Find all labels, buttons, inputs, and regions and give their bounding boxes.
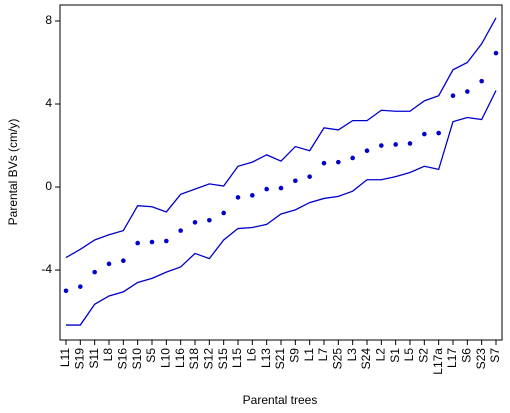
point <box>493 50 499 56</box>
point <box>278 185 284 191</box>
point <box>350 155 355 161</box>
x-tick-label: L16 <box>173 348 187 368</box>
y-tick-label: 0 <box>45 179 52 193</box>
x-tick-label: S24 <box>359 348 373 370</box>
bound-line <box>66 90 497 326</box>
x-tick-label: S6 <box>460 348 474 363</box>
point <box>92 269 97 275</box>
x-tick-label: L15 <box>230 348 244 368</box>
x-tick-label: L2 <box>374 348 388 362</box>
x-tick-label: L17a <box>431 348 445 375</box>
point <box>364 148 370 154</box>
point <box>135 240 140 246</box>
x-tick-label: S2 <box>417 348 431 363</box>
x-tick-label: S16 <box>116 348 130 370</box>
x-tick-label: S21 <box>273 348 287 370</box>
point <box>121 258 126 264</box>
x-tick-label: S12 <box>202 348 216 370</box>
point <box>321 160 327 166</box>
point <box>221 210 226 216</box>
point <box>178 228 183 233</box>
x-tick-label: S19 <box>73 348 87 370</box>
point <box>422 131 427 137</box>
point <box>192 220 198 225</box>
y-axis-label: Parental BVs (cm/y) <box>6 119 20 226</box>
x-tick-label: S7 <box>488 348 502 363</box>
point <box>336 159 341 165</box>
point <box>63 288 69 294</box>
point <box>164 238 169 244</box>
x-tick-label: L3 <box>345 348 359 362</box>
x-tick-label: S10 <box>130 348 144 370</box>
x-tick-label: S15 <box>216 348 230 370</box>
point <box>250 193 255 198</box>
point <box>293 178 298 184</box>
point <box>393 142 398 147</box>
point <box>149 239 155 245</box>
y-tick-label: -4 <box>41 262 52 276</box>
x-tick-label: L13 <box>259 348 273 368</box>
point <box>106 261 112 267</box>
x-tick-label: S5 <box>144 348 158 363</box>
x-tick-label: S23 <box>474 348 488 370</box>
point <box>479 78 484 84</box>
x-tick-label: L10 <box>159 348 173 368</box>
x-tick-label: L6 <box>245 348 259 362</box>
x-tick-label: S1 <box>388 348 402 363</box>
point <box>465 89 470 94</box>
point <box>307 174 312 179</box>
x-tick-label: L1 <box>302 348 316 362</box>
point <box>436 130 441 136</box>
x-tick-label: L11 <box>58 348 72 367</box>
x-tick-label: S9 <box>288 348 302 363</box>
x-tick-label: S25 <box>331 348 345 370</box>
bound-line <box>65 17 497 259</box>
point <box>78 284 83 289</box>
point <box>379 143 384 148</box>
y-tick-label: 8 <box>45 13 52 27</box>
point <box>450 93 456 99</box>
x-tick-label: L7 <box>316 348 330 362</box>
x-tick-label: L8 <box>101 348 115 362</box>
x-axis-label: Parental trees <box>243 393 318 407</box>
x-tick-label: L17 <box>445 348 459 368</box>
point <box>264 186 269 192</box>
x-tick-label: S18 <box>187 348 201 370</box>
y-tick-label: 4 <box>45 96 52 110</box>
point <box>235 195 241 200</box>
x-tick-label: L5 <box>402 348 416 362</box>
point <box>207 217 212 223</box>
x-tick-label: S11 <box>87 348 101 369</box>
point <box>407 141 413 146</box>
